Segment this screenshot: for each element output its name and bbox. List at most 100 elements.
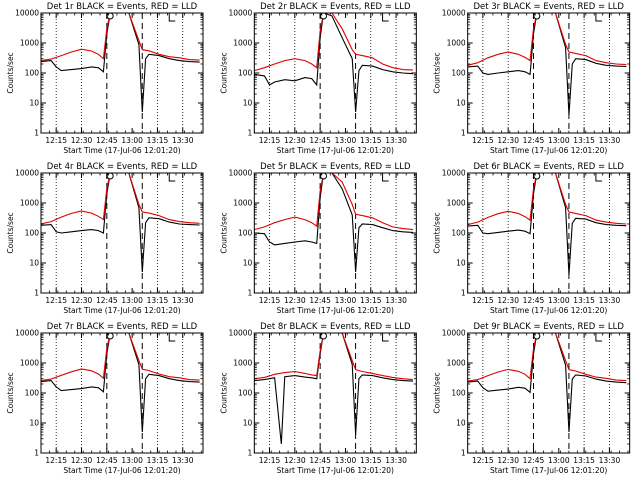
x-tick-label: 13:30	[385, 136, 407, 145]
y-tick-label: 10	[29, 259, 39, 268]
lld-series-line	[254, 333, 413, 381]
y-axis-label: Counts/sec	[219, 52, 228, 93]
chart-panel: Det 7r BLACK = Events, RED = LLD 1 10 100 10…	[6, 322, 204, 475]
chart-title: Det 1r BLACK = Events, RED = LLD	[47, 2, 198, 12]
bracket-marker	[168, 173, 176, 182]
x-tick-label: 12:45	[96, 136, 118, 145]
y-tick-label: 10	[243, 419, 253, 428]
events-series-line	[467, 173, 627, 275]
x-axis-label: Start Time (17-Jul-06 12:01:20)	[63, 466, 180, 475]
peak-circle-marker	[320, 332, 328, 340]
lld-series-line	[467, 13, 627, 66]
bracket-marker	[168, 333, 176, 342]
x-tick-label: 13:00	[335, 136, 357, 145]
chart-panel: Det 9r BLACK = Events, RED = LLD 1 10 100 10…	[433, 322, 631, 475]
y-tick-label: 10000	[15, 9, 39, 18]
x-tick-label: 12:45	[309, 456, 331, 465]
y-tick-label: 10	[243, 99, 253, 108]
x-tick-label: 13:30	[172, 296, 194, 305]
chart-title: Det 6r BLACK = Events, RED = LLD	[473, 162, 624, 172]
x-tick-label: 13:30	[385, 296, 407, 305]
peak-circle-marker	[533, 332, 541, 340]
y-tick-label: 1000	[20, 359, 39, 368]
peak-circle-marker	[533, 12, 541, 20]
y-axis-label: Counts/sec	[6, 212, 15, 253]
x-tick-label: 12:30	[497, 456, 519, 465]
x-tick-label: 13:15	[147, 296, 169, 305]
y-tick-label: 100	[451, 229, 466, 238]
events-series-line	[467, 13, 627, 115]
x-tick-label: 12:15	[472, 296, 494, 305]
x-axis-label: Start Time (17-Jul-06 12:01:20)	[490, 146, 607, 155]
peak-circle-marker	[106, 172, 114, 180]
lld-series-line	[254, 173, 413, 231]
x-tick-label: 12:30	[497, 136, 519, 145]
series-group	[41, 333, 200, 433]
y-tick-label: 1	[248, 449, 253, 458]
chart-panel: Det 1r BLACK = Events, RED = LLD 1 10 100 10…	[6, 2, 204, 155]
x-tick-label: 13:00	[548, 136, 570, 145]
x-tick-label: 12:45	[309, 296, 331, 305]
peak-circle-marker	[106, 12, 114, 20]
chart-title: Det 3r BLACK = Events, RED = LLD	[473, 2, 624, 12]
x-tick-label: 13:15	[360, 456, 382, 465]
y-tick-label: 10	[456, 99, 466, 108]
x-tick-label: 13:30	[599, 456, 621, 465]
x-tick-label: 13:15	[573, 296, 595, 305]
x-tick-label: 13:15	[573, 456, 595, 465]
y-tick-label: 100	[25, 69, 40, 78]
x-tick-label: 12:45	[523, 136, 545, 145]
lld-series-line	[254, 13, 413, 72]
x-tick-label: 12:45	[523, 296, 545, 305]
x-axis-label: Start Time (17-Jul-06 12:01:20)	[490, 466, 607, 475]
x-axis-label: Start Time (17-Jul-06 12:01:20)	[63, 146, 180, 155]
chart-panel: Det 5r BLACK = Events, RED = LLD 1 10 100 10…	[219, 162, 417, 315]
series-group	[41, 173, 200, 273]
series-group	[254, 13, 413, 113]
bracket-marker	[595, 173, 602, 182]
y-tick-label: 1000	[233, 199, 252, 208]
y-tick-label: 10	[29, 419, 39, 428]
y-axis-label: Counts/sec	[219, 212, 228, 253]
y-tick-label: 10	[243, 259, 253, 268]
x-tick-label: 12:30	[71, 296, 93, 305]
chart-panel: Det 6r BLACK = Events, RED = LLD 1 10 100 10…	[433, 162, 631, 315]
x-tick-label: 12:45	[96, 456, 118, 465]
x-tick-label: 12:15	[45, 456, 67, 465]
plot-frame	[467, 12, 631, 134]
x-axis-label: Start Time (17-Jul-06 12:01:20)	[63, 306, 180, 315]
x-tick-label: 13:15	[360, 136, 382, 145]
x-tick-label: 12:15	[45, 136, 67, 145]
x-tick-label: 13:15	[147, 136, 169, 145]
lld-series-line	[467, 173, 627, 226]
x-tick-label: 13:00	[335, 456, 357, 465]
y-tick-label: 10000	[228, 329, 252, 338]
events-series-line	[41, 173, 200, 273]
x-tick-label: 13:30	[172, 456, 194, 465]
plot-frame	[253, 172, 417, 294]
y-tick-label: 10	[456, 419, 466, 428]
lld-series-line	[41, 13, 200, 62]
peak-circle-marker	[533, 172, 541, 180]
chart-panel: Det 4r BLACK = Events, RED = LLD 1 10 100 10…	[6, 162, 204, 315]
y-tick-label: 10000	[15, 329, 39, 338]
x-axis-label: Start Time (17-Jul-06 12:01:20)	[277, 306, 394, 315]
lld-series-line	[41, 173, 200, 225]
events-series-line	[467, 333, 627, 433]
y-tick-label: 100	[25, 229, 40, 238]
x-tick-label: 13:30	[599, 296, 621, 305]
y-axis-label: Counts/sec	[6, 52, 15, 93]
x-tick-label: 12:30	[497, 296, 519, 305]
x-axis-label: Start Time (17-Jul-06 12:01:20)	[277, 146, 394, 155]
x-tick-label: 12:45	[523, 456, 545, 465]
plot-frame	[253, 12, 417, 134]
series-group	[41, 13, 200, 113]
y-axis-label: Counts/sec	[219, 372, 228, 413]
x-axis-label: Start Time (17-Jul-06 12:01:20)	[277, 466, 394, 475]
chart-panel: Det 8r BLACK = Events, RED = LLD 1 10 100 10…	[219, 322, 417, 475]
chart-title: Det 8r BLACK = Events, RED = LLD	[260, 322, 411, 332]
x-tick-label: 12:15	[472, 456, 494, 465]
lld-series-line	[41, 333, 200, 382]
x-tick-label: 13:00	[121, 456, 143, 465]
x-tick-label: 13:30	[172, 136, 194, 145]
